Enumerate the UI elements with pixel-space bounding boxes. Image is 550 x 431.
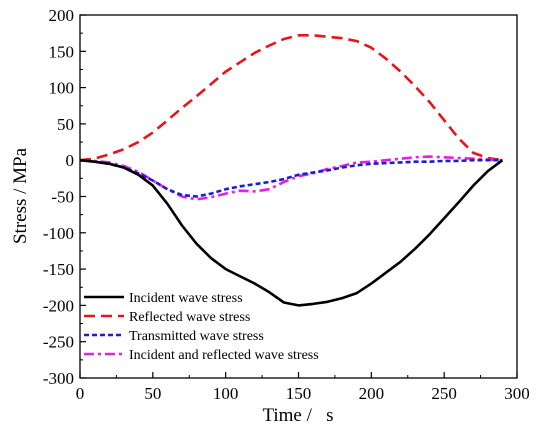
y-tick-label: 150 — [49, 42, 75, 61]
y-tick-label: 200 — [49, 6, 75, 25]
series-line-4 — [79, 155, 503, 201]
series-line-2 — [79, 33, 503, 162]
series-line-3 — [79, 158, 503, 198]
legend-label-4: Incident and reflected wave stress — [129, 348, 319, 363]
y-axis-title: Stress / MPa — [10, 147, 31, 244]
y-tick-label: -300 — [43, 369, 74, 388]
axis-layer: 0 50 100 150 200 250 300 -300 -250 -200 -150 -100 -5… — [43, 6, 530, 403]
x-tick-label: 200 — [359, 384, 385, 403]
y-tick-label: 100 — [49, 79, 75, 98]
x-tick-label: 250 — [431, 384, 457, 403]
x-tick-label: 0 — [76, 384, 85, 403]
plot-background — [80, 15, 517, 378]
legend-label-3: Transmitted wave stress — [129, 329, 264, 344]
x-tick-label: 300 — [504, 384, 530, 403]
x-axis-title: Time / s — [262, 405, 333, 426]
x-tick-label: 50 — [144, 384, 161, 403]
y-tick-label: -50 — [51, 188, 74, 207]
plot-frame — [79, 14, 518, 379]
y-tick-label: -150 — [43, 260, 74, 279]
x-tick-label: 150 — [286, 384, 312, 403]
y-tick-label: 50 — [57, 115, 74, 134]
y-tick-label: 0 — [66, 151, 75, 170]
y-tick-label: -250 — [43, 333, 74, 352]
legend: Incident wave stress Reflected wave stres… — [84, 291, 319, 363]
legend-label-1: Incident wave stress — [129, 291, 243, 306]
y-tick-label: -100 — [43, 224, 74, 243]
series-line-1 — [79, 158, 504, 307]
x-tick-label: 100 — [213, 384, 239, 403]
legend-label-2: Reflected wave stress — [129, 310, 250, 325]
series-layer — [79, 33, 504, 307]
y-tick-label: -200 — [43, 296, 74, 315]
